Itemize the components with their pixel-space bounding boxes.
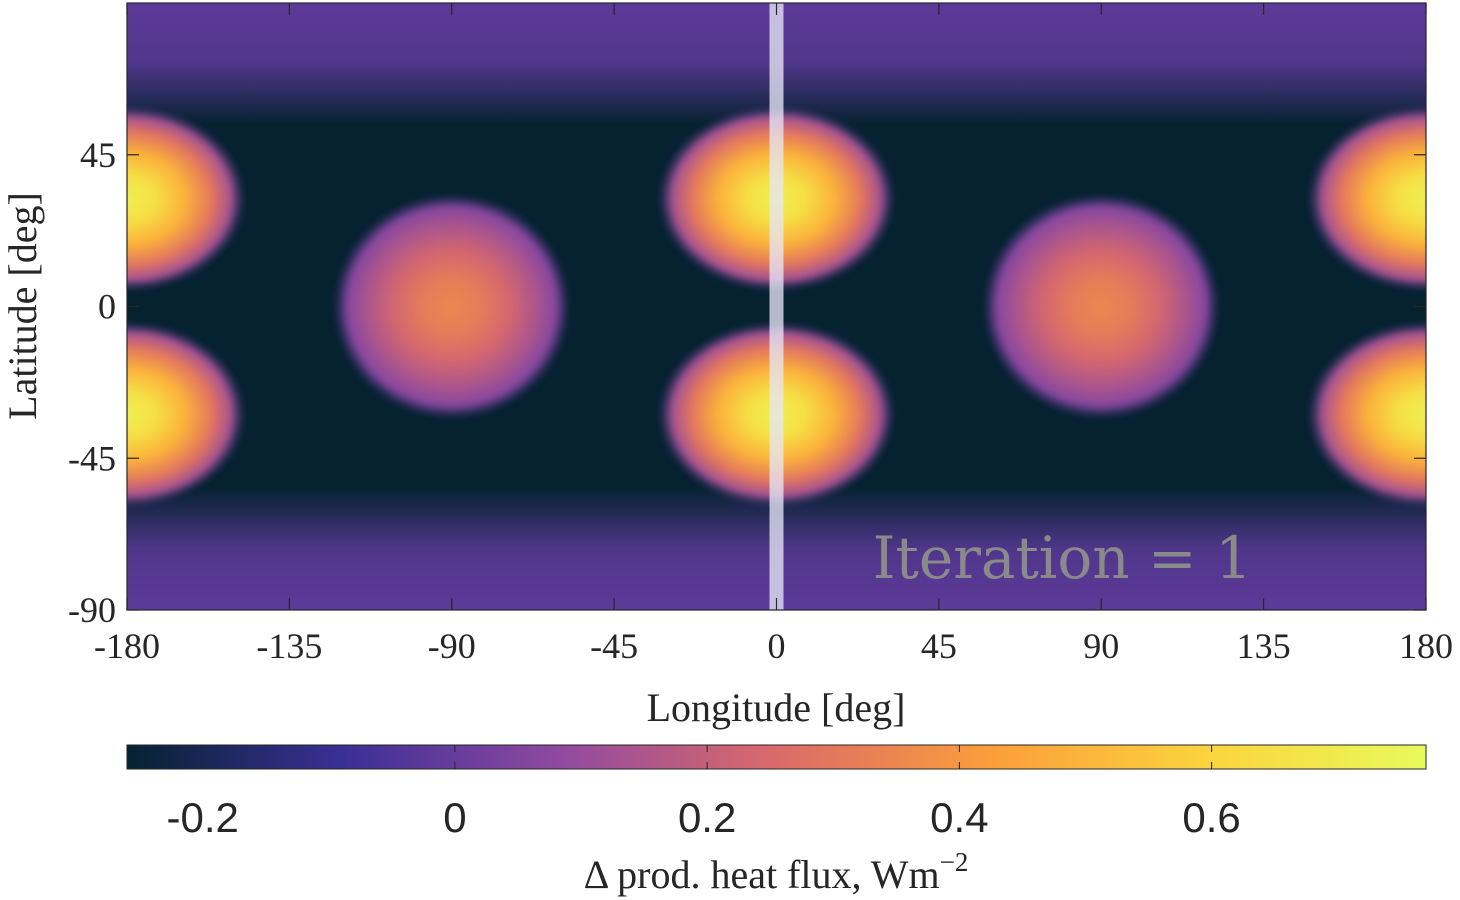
x-tick-label: 90 bbox=[1083, 626, 1119, 666]
colorbar-tick-label: 0 bbox=[443, 794, 466, 841]
colorbar-label-exponent: −2 bbox=[940, 847, 969, 877]
x-tick-label: -180 bbox=[94, 626, 160, 666]
colorbar-tick-label: 0.6 bbox=[1182, 794, 1240, 841]
y-tick-label: 45 bbox=[80, 135, 116, 175]
heat-blob bbox=[127, 106, 245, 291]
y-axis-ticks: -90 -45 0 45 bbox=[68, 135, 1426, 630]
colorbar-label: Δ prod. heat flux, Wm−2 bbox=[584, 847, 969, 897]
x-tick-label: -135 bbox=[256, 626, 322, 666]
colorbar-bar bbox=[126, 744, 1427, 770]
heat-blob bbox=[1308, 106, 1426, 291]
colorbar: -0.2 0 0.2 0.4 0.6 Δ prod. heat flux, Wm−2 bbox=[126, 744, 1427, 897]
heatmap-plot: Iteration = 1 -180 -135 -90 -45 0 45 90 135 180 … bbox=[68, 2, 1453, 666]
x-axis-ticks: -180 -135 -90 -45 0 45 90 135 180 bbox=[94, 3, 1453, 666]
x-tick-label: 180 bbox=[1399, 626, 1453, 666]
x-tick-label: -45 bbox=[590, 626, 638, 666]
iteration-annotation: Iteration = 1 bbox=[873, 524, 1252, 592]
heat-blob bbox=[1308, 322, 1426, 507]
colorbar-tick-label: -0.2 bbox=[166, 794, 238, 841]
x-tick-label: 45 bbox=[921, 626, 957, 666]
x-tick-label: 0 bbox=[768, 626, 786, 666]
x-tick-label: -90 bbox=[428, 626, 476, 666]
heat-blob bbox=[333, 194, 570, 419]
colorbar-tick-label: 0.2 bbox=[678, 794, 736, 841]
colorbar-ticks: -0.2 0 0.2 0.4 0.6 bbox=[166, 745, 1241, 841]
heatmap-layer bbox=[127, 3, 1426, 610]
heat-blob bbox=[983, 194, 1220, 419]
x-axis-label: Longitude [deg] bbox=[647, 685, 906, 730]
y-axis-label: Latitude [deg] bbox=[0, 192, 45, 420]
heat-blob bbox=[127, 322, 245, 507]
x-tick-label: 135 bbox=[1237, 626, 1291, 666]
y-tick-label: -45 bbox=[68, 438, 116, 478]
y-tick-label: -90 bbox=[68, 590, 116, 630]
colorbar-label-text: Δ prod. heat flux, Wm bbox=[584, 852, 940, 897]
colorbar-tick-label: 0.4 bbox=[930, 794, 988, 841]
meridian-highlight bbox=[769, 3, 784, 610]
y-tick-label: 0 bbox=[98, 287, 116, 327]
